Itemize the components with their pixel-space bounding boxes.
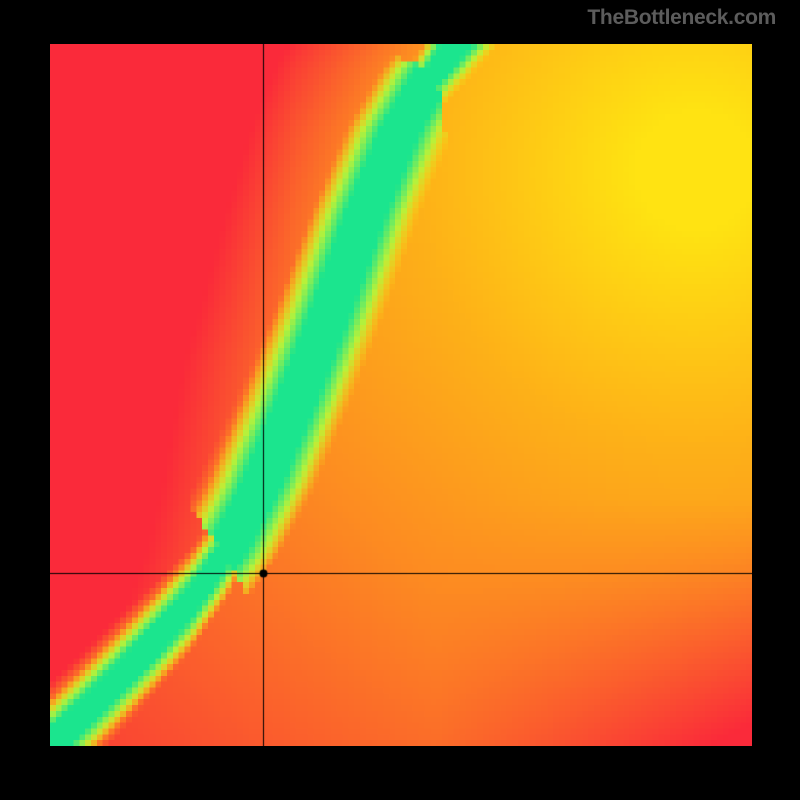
watermark-text: TheBottleneck.com <box>587 6 776 30</box>
crosshair-overlay <box>50 44 752 746</box>
chart-container: TheBottleneck.com <box>0 0 800 800</box>
